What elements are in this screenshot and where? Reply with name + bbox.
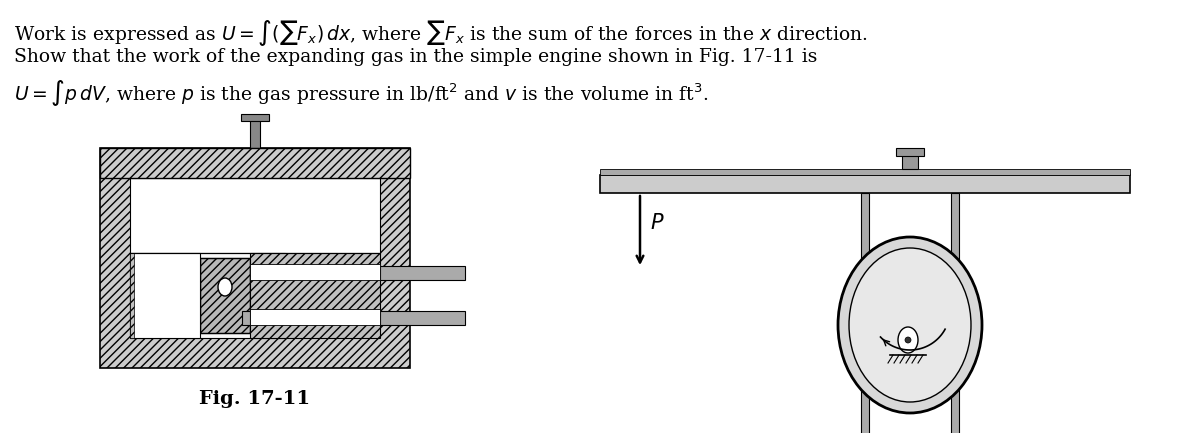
- Ellipse shape: [898, 327, 918, 353]
- Bar: [130, 253, 134, 338]
- Ellipse shape: [250, 149, 260, 159]
- Ellipse shape: [218, 278, 232, 296]
- Text: Show that the work of the expanding gas in the simple engine shown in Fig. 17-11: Show that the work of the expanding gas …: [14, 48, 817, 66]
- Text: $U = \int p\, dV$, where $p$ is the gas pressure in lb/ft$^2$ and $v$ is the vol: $U = \int p\, dV$, where $p$ is the gas …: [14, 78, 708, 108]
- Ellipse shape: [905, 337, 911, 343]
- Bar: [250, 253, 380, 338]
- Bar: [862, 193, 869, 433]
- Text: Work is expressed as $U = \int (\sum F_x)\, dx$, where $\sum F_x$ is the sum of : Work is expressed as $U = \int (\sum F_x…: [14, 18, 868, 48]
- Bar: [952, 193, 959, 433]
- Bar: [250, 120, 260, 148]
- Bar: [250, 266, 466, 280]
- Bar: [896, 148, 924, 156]
- Bar: [200, 258, 250, 333]
- Text: Fig. 17-11: Fig. 17-11: [199, 390, 311, 408]
- Bar: [902, 155, 918, 169]
- Bar: [600, 169, 1130, 175]
- Bar: [130, 253, 286, 338]
- Bar: [100, 148, 410, 368]
- Ellipse shape: [850, 248, 971, 402]
- Bar: [250, 309, 380, 325]
- Text: $P$: $P$: [650, 213, 665, 233]
- Bar: [600, 175, 1130, 193]
- Ellipse shape: [838, 237, 982, 413]
- Bar: [242, 311, 466, 325]
- Bar: [130, 253, 200, 338]
- Bar: [100, 148, 410, 178]
- Bar: [130, 178, 380, 253]
- Bar: [241, 114, 269, 121]
- Bar: [250, 264, 380, 280]
- Bar: [200, 258, 250, 333]
